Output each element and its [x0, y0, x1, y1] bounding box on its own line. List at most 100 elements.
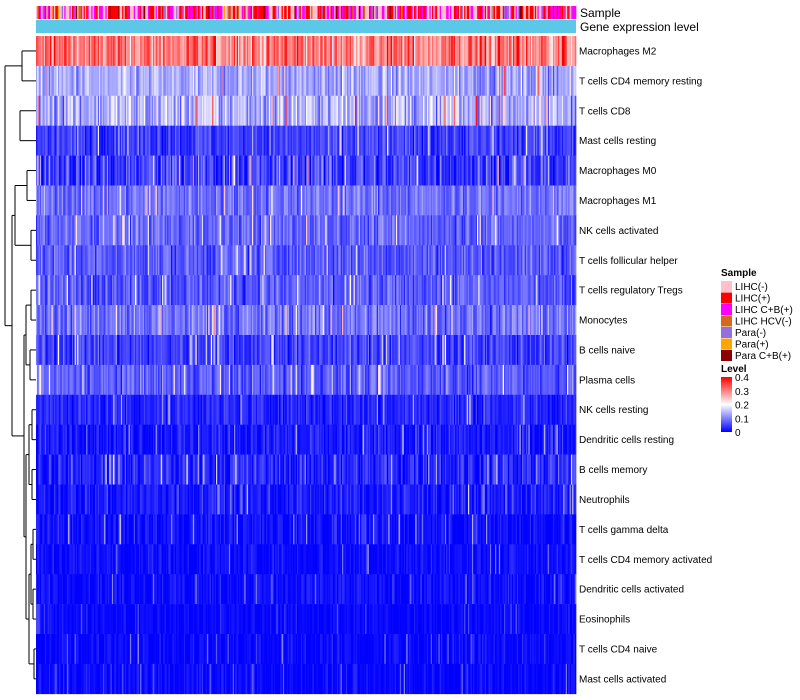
heatmap-cell [124, 275, 127, 306]
heatmap-cell [478, 125, 480, 156]
heatmap-cell [331, 36, 334, 67]
heatmap-cell [380, 364, 383, 396]
heatmap-cell [507, 215, 510, 246]
heatmap-cell [51, 335, 54, 366]
heatmap-cell [181, 215, 183, 246]
heatmap-cell [318, 185, 321, 216]
heatmap-cell [72, 65, 74, 97]
heatmap-cell [345, 36, 348, 67]
heatmap-cell [324, 275, 326, 306]
heatmap-cell [541, 65, 543, 97]
heatmap-cell [198, 36, 200, 67]
heatmap-cell [264, 245, 267, 276]
heatmap-cell [402, 335, 405, 366]
heatmap-cell [61, 335, 64, 366]
heatmap-cell [244, 364, 246, 396]
heatmap-cell [491, 65, 493, 97]
heatmap-cell [140, 95, 142, 126]
heatmap-cell [115, 185, 118, 216]
heatmap-cell [214, 305, 217, 336]
heatmap-cell [198, 275, 200, 306]
heatmap-cell [129, 215, 132, 246]
heatmap-cell [213, 215, 216, 246]
heatmap-cell [180, 95, 182, 126]
heatmap-cell [536, 275, 538, 306]
heatmap-cell [219, 215, 222, 246]
heatmap-cell [93, 36, 96, 67]
heatmap-cell [281, 215, 284, 246]
heatmap-cell [439, 335, 442, 366]
heatmap-cell [127, 335, 129, 366]
heatmap-cell [235, 36, 237, 67]
heatmap-cell [541, 36, 543, 67]
heatmap-cell [272, 335, 275, 366]
heatmap-cell [483, 65, 486, 97]
heatmap-cell [126, 185, 128, 216]
heatmap-cell [93, 155, 96, 186]
heatmap-cell [486, 155, 488, 186]
heatmap-cell [290, 275, 293, 306]
heatmap-cell [333, 125, 335, 156]
heatmap-cell [141, 305, 144, 336]
heatmap-cell [541, 245, 543, 276]
heatmap-cell [354, 364, 357, 396]
heatmap-cell [330, 185, 333, 216]
heatmap-cell [132, 364, 135, 396]
heatmap-cell [380, 245, 383, 276]
heatmap-cell [169, 275, 172, 306]
heatmap-cell [227, 155, 230, 186]
heatmap-cell [533, 36, 536, 67]
heatmap-cell [295, 36, 298, 67]
heatmap-cell [228, 215, 231, 246]
heatmap-cell [261, 245, 263, 276]
heatmap-cell [489, 36, 492, 67]
heatmap-cell [473, 275, 475, 306]
heatmap-cell [513, 155, 515, 186]
heatmap-cell [127, 364, 129, 396]
heatmap-cell [213, 305, 216, 336]
heatmap-cell [217, 125, 219, 156]
heatmap-cell [289, 335, 291, 366]
heatmap-cell [145, 155, 147, 186]
heatmap-cell [150, 215, 153, 246]
heatmap-cell [102, 185, 105, 216]
heatmap-cell [507, 65, 510, 97]
heatmap-cell [573, 275, 576, 306]
heatmap-cell [443, 65, 446, 97]
heatmap-cell [363, 155, 366, 186]
heatmap-cell [464, 36, 466, 67]
heatmap-cell [372, 245, 375, 276]
heatmap-cell [203, 65, 205, 97]
heatmap-cell [275, 245, 277, 276]
heatmap-cell [65, 335, 68, 366]
heatmap-cell [43, 215, 46, 246]
heatmap-cell [176, 36, 178, 67]
heatmap-cell [354, 65, 357, 97]
heatmap-cell [290, 215, 293, 246]
heatmap-cell [519, 65, 522, 97]
heatmap-cell [73, 36, 75, 67]
heatmap-cell [515, 155, 518, 186]
heatmap-cell [396, 65, 398, 97]
heatmap-cell [74, 305, 77, 336]
heatmap-cell [194, 95, 196, 126]
heatmap-cell [343, 305, 345, 336]
heatmap-cell [569, 125, 572, 156]
heatmap-cell [480, 125, 483, 156]
heatmap-cell [47, 275, 50, 306]
heatmap-cell [543, 215, 546, 246]
heatmap-cell [354, 245, 357, 276]
heatmap-cell [363, 305, 366, 336]
heatmap-cell [52, 275, 55, 306]
heatmap-cell [307, 95, 309, 126]
heatmap-cell [372, 305, 375, 336]
heatmap-cell [474, 185, 477, 216]
heatmap-cell [331, 155, 334, 186]
heatmap-cell [138, 36, 141, 67]
heatmap-cell [518, 65, 520, 97]
heatmap-cell [64, 65, 66, 97]
heatmap-cell [375, 305, 378, 336]
heatmap-cell [81, 215, 83, 246]
heatmap-cell [203, 155, 205, 186]
heatmap-cell [450, 185, 452, 216]
